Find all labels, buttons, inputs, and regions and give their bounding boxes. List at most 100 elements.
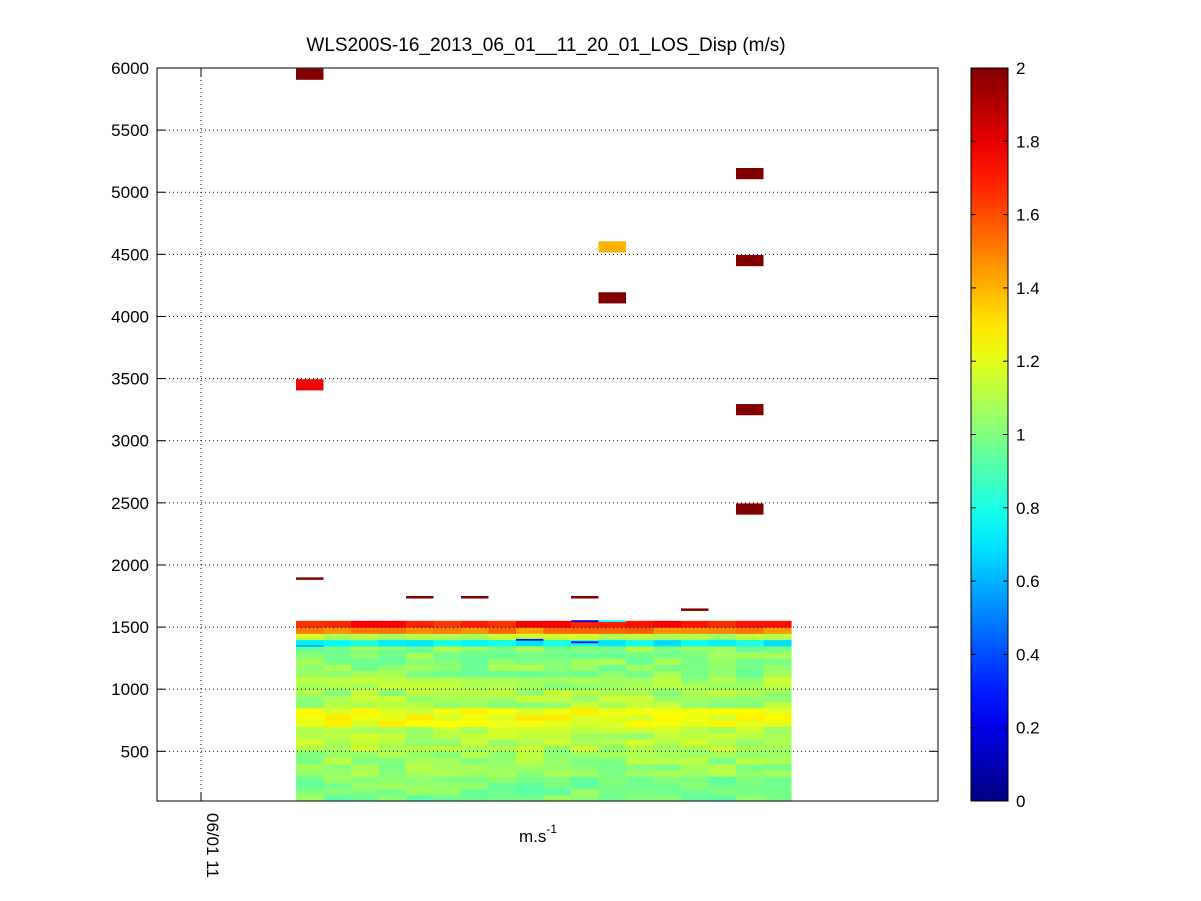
heatmap-cell [406,794,435,801]
heatmap-cell [516,726,545,734]
x-axis-label: m.s-1 [519,822,557,846]
heatmap-cell [378,682,407,690]
heatmap-cell [598,732,627,740]
heatmap-cell [736,745,765,752]
heatmap-cell [763,707,792,715]
heatmap-cell [516,751,545,759]
heatmap-cell [598,788,627,796]
heatmap-cell [378,689,407,696]
heatmap-cell [571,788,600,796]
heatmap-cell [323,769,352,777]
heatmap-cell [543,707,572,715]
colorbar-tick-label: 0.4 [1016,645,1040,664]
heatmap-cell [736,769,765,777]
chart-title: WLS200S-16_2013_06_01__11_20_01_LOS_Disp… [306,35,785,56]
heatmap-cell [351,763,380,771]
heatmap-cell [681,763,710,771]
heatmap-cell [708,639,737,647]
heatmap-cell [406,707,435,715]
heatmap-cell [406,620,435,628]
heatmap-cell [598,639,627,647]
heatmap-cell [708,751,737,759]
heatmap-cell [461,769,490,777]
heatmap-cell [598,782,627,790]
heatmap-cell [598,633,627,641]
heatmap-cell [708,769,737,777]
heatmap-cell [598,620,627,628]
heatmap-cell [653,782,682,790]
heatmap-cell [653,682,682,690]
heatmap-cell [378,651,407,659]
heatmap-cell [488,627,517,634]
heatmap-cell [543,645,572,653]
heatmap-cell [406,682,435,690]
heatmap-cell [543,788,572,796]
heatmap-cell [543,651,572,659]
heatmap-cell [488,751,517,759]
heatmap-cell [488,689,517,696]
heatmap-cell [296,732,325,740]
heatmap-cell [763,639,792,647]
heatmap-cell [296,639,325,647]
heatmap-cell [488,726,517,734]
colorbar-tick-label: 2 [1016,59,1025,78]
heatmap-cell [488,633,517,641]
y-tick-label: 3500 [111,370,149,389]
heatmap-cell [543,763,572,771]
heatmap-cell [626,676,655,684]
heatmap-cell [296,757,325,765]
heatmap-cell [571,714,600,721]
heatmap-cell [323,670,352,678]
x-axis: 06/01 11 [200,68,222,878]
heatmap-cell [708,651,737,659]
heatmap-cell [708,794,737,801]
heatmap-cell [571,738,600,746]
heatmap-cell [406,757,435,765]
heatmap-outlier [681,608,709,611]
heatmap-cell [296,670,325,678]
heatmap-cell [461,782,490,790]
heatmap-cell [323,788,352,796]
heatmap-cell [708,788,737,796]
heatmap-cells [296,68,792,801]
heatmap-cell [571,769,600,777]
heatmap-cell [763,682,792,690]
heatmap-cell [763,664,792,672]
heatmap-cell [763,627,792,634]
heatmap-cell [433,620,462,628]
heatmap-cell [626,788,655,796]
heatmap-cell [681,701,710,709]
heatmap-cell [681,732,710,740]
heatmap-cell [461,639,490,647]
heatmap-cell [763,689,792,696]
heatmap-cell [461,738,490,746]
heatmap-cell [433,757,462,765]
colorbar-tick-label: 1 [1016,426,1025,445]
heatmap-cell [626,682,655,690]
heatmap-cell [736,707,765,715]
y-tick-label: 5000 [111,183,149,202]
heatmap-cell [461,664,490,672]
heatmap-cell [736,664,765,672]
heatmap-cell [296,701,325,709]
heatmap-cell [296,726,325,734]
heatmap-cell [571,720,600,728]
heatmap-cell [296,620,325,628]
heatmap-cell [708,620,737,628]
heatmap-cell [351,757,380,765]
heatmap-cell [351,682,380,690]
heatmap-cell [598,658,627,665]
heatmap-outlier [406,596,434,599]
heatmap-cell [653,627,682,634]
heatmap-cell [378,670,407,678]
heatmap-cell [736,732,765,740]
heatmap-cell [653,633,682,641]
heatmap-cell [598,682,627,690]
heatmap-cell [323,682,352,690]
heatmap-cell [406,676,435,684]
heatmap-cell [323,695,352,703]
heatmap-cell [763,620,792,628]
heatmap-cell [461,714,490,721]
plot-frame [156,67,939,802]
heatmap-cell [406,769,435,777]
